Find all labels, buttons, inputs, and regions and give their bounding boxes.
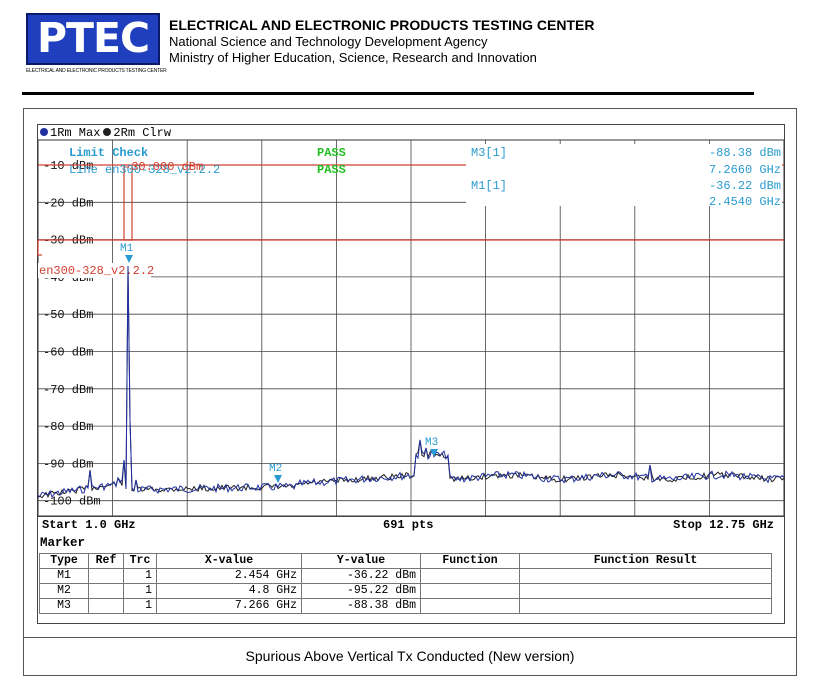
col-trc: Trc xyxy=(123,553,157,569)
y-tick-label: -20 dBm xyxy=(43,196,93,210)
m3-header: M3[1] xyxy=(471,146,507,160)
row-trc: 1 xyxy=(123,583,157,599)
table-row: M3 1 7.266 GHz -88.38 dBm xyxy=(39,598,772,614)
row-result xyxy=(519,598,772,614)
row-function xyxy=(420,568,520,584)
logo-text: PTEC xyxy=(36,14,150,62)
row-x: 2.454 GHz xyxy=(156,568,302,584)
row-trc: 1 xyxy=(123,598,157,614)
col-function: Function xyxy=(420,553,520,569)
org-agency: National Science and Technology Developm… xyxy=(169,34,488,49)
caption-divider xyxy=(23,637,797,638)
row-trc: 1 xyxy=(123,568,157,584)
stop-frequency: Stop 12.75 GHz xyxy=(673,518,774,532)
marker-m2-triangle-icon xyxy=(274,475,282,483)
col-ref: Ref xyxy=(88,553,124,569)
trace-1-max xyxy=(37,265,785,498)
y-tick-label: -30 dBm xyxy=(43,234,93,248)
org-ministry: Ministry of Higher Education, Science, R… xyxy=(169,50,537,65)
row-function xyxy=(420,598,520,614)
marker-m3-label: M3 xyxy=(425,437,438,449)
row-type: M2 xyxy=(39,583,89,599)
pass-status-1: PASS xyxy=(317,146,346,160)
limit-line-left-step xyxy=(37,240,42,256)
marker-table-title: Marker xyxy=(40,536,86,550)
limit-line-label: Line en300-328_v2.2.2 xyxy=(69,163,220,177)
m1-frequency: 2.4540 GHz xyxy=(709,195,781,209)
col-type: Type xyxy=(39,553,89,569)
trace2-dot-icon xyxy=(103,128,112,136)
y-tick-label: -70 dBm xyxy=(43,383,93,397)
logo-subtitle: ELECTRICAL AND ELECTRONIC PRODUCTS TESTI… xyxy=(26,68,167,74)
limit-value-overlay: -30.000 dBm xyxy=(124,160,203,174)
y-tick-label: -100 dBm xyxy=(43,495,101,509)
row-y: -36.22 dBm xyxy=(301,568,421,584)
table-row: M1 1 2.454 GHz -36.22 dBm xyxy=(39,568,772,584)
marker-m3-triangle-icon xyxy=(430,449,438,457)
row-y: -95.22 dBm xyxy=(301,583,421,599)
marker-table-header: Type Ref Trc X-value Y-value Function Fu… xyxy=(39,553,772,569)
figure-caption: Spurious Above Vertical Tx Conducted (Ne… xyxy=(245,648,575,664)
sweep-points: 691 pts xyxy=(383,518,434,532)
y-tick-label: -10 dBm xyxy=(43,159,93,173)
row-ref xyxy=(88,598,124,614)
pass-status-2: PASS xyxy=(317,163,346,177)
y-axis-ticks: -10 dBm-20 dBm-30 dBm-40 dBm-50 dBm-60 d… xyxy=(43,159,101,509)
limit-tag-bg xyxy=(38,263,151,278)
col-y-value: Y-value xyxy=(301,553,421,569)
y-tick-label: -80 dBm xyxy=(43,420,93,434)
m3-level: -88.38 dBm xyxy=(709,146,781,160)
logo-box xyxy=(26,13,160,65)
trace2-label: 2Rm Clrw xyxy=(113,126,172,140)
row-y: -88.38 dBm xyxy=(301,598,421,614)
col-function-result: Function Result xyxy=(519,553,772,569)
col-x-value: X-value xyxy=(156,553,302,569)
row-x: 7.266 GHz xyxy=(156,598,302,614)
y-tick-label: -60 dBm xyxy=(43,346,93,360)
table-row: M2 1 4.8 GHz -95.22 dBm xyxy=(39,583,772,599)
row-result xyxy=(519,568,772,584)
y-tick-label: -90 dBm xyxy=(43,457,93,471)
trace1-label: 1Rm Max xyxy=(50,126,101,140)
row-type: M1 xyxy=(39,568,89,584)
limit-line-tag: en300-328_v2.2.2 xyxy=(39,264,154,278)
marker-m2-label: M2 xyxy=(269,463,282,475)
ptec-logo: PTEC ELECTRICAL AND ELECTRONIC PRODUCTS … xyxy=(26,13,167,75)
m3-frequency: 7.2660 GHz xyxy=(709,163,781,177)
header-rule xyxy=(22,92,754,95)
y-tick-label: -50 dBm xyxy=(43,308,93,322)
row-x: 4.8 GHz xyxy=(156,583,302,599)
row-ref xyxy=(88,583,124,599)
m1-header: M1[1] xyxy=(471,179,507,193)
marker-m1-triangle-icon xyxy=(125,255,133,263)
marker-readout-bg xyxy=(466,144,782,206)
marker-m1-label: M1 xyxy=(120,243,134,255)
row-type: M3 xyxy=(39,598,89,614)
organization-block: ELECTRICAL AND ELECTRONIC PRODUCTS TESTI… xyxy=(169,17,594,66)
trace1-dot-icon xyxy=(40,128,48,136)
trace-legend: 1Rm Max 2Rm Clrw xyxy=(40,126,171,140)
start-frequency: Start 1.0 GHz xyxy=(42,518,136,532)
m1-level: -36.22 dBm xyxy=(709,179,781,193)
report-frame xyxy=(23,108,797,676)
org-title: ELECTRICAL AND ELECTRONIC PRODUCTS TESTI… xyxy=(169,17,595,33)
row-ref xyxy=(88,568,124,584)
limit-line-notch xyxy=(123,165,133,241)
row-function xyxy=(420,583,520,599)
sweep-info-bar: Start 1.0 GHz 691 pts Stop 12.75 GHz xyxy=(38,516,784,533)
row-result xyxy=(519,583,772,599)
limit-check-label: Limit Check xyxy=(69,146,148,160)
marker-table: Type Ref Trc X-value Y-value Function Fu… xyxy=(39,553,772,614)
